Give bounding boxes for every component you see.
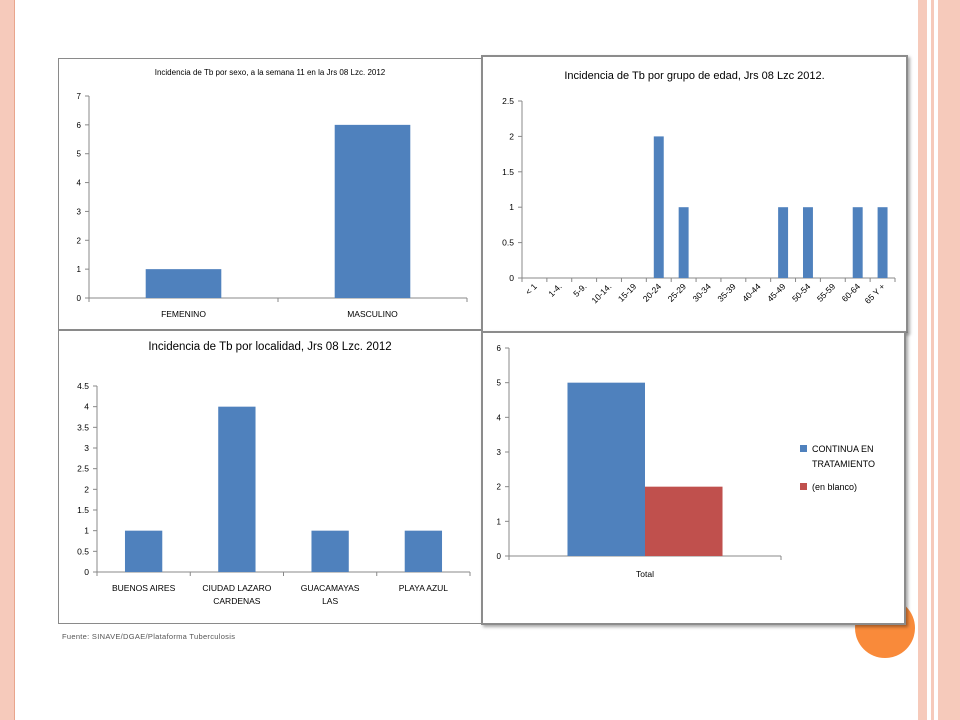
bar [145,269,222,298]
y-tick-label: 0.5 [502,238,514,248]
bar [311,530,349,572]
x-category-label: < 1 [523,281,539,297]
x-category-label: BUENOS AIRES [112,583,176,593]
y-tick-label: 3.5 [77,422,89,432]
y-tick-label: 0 [509,273,514,283]
y-tick-label: 2 [497,483,502,492]
legend-label: CONTINUA EN [812,444,874,454]
x-category-label: 40-44 [740,281,763,304]
x-category-label: 15-19 [616,281,639,304]
x-category-label: PLAYA AZUL [399,583,449,593]
bar-continua-en-tratamiento [567,382,645,556]
chart-title: Incidencia de Tb por sexo, a la semana 1… [155,68,386,77]
chart-panel-age: Incidencia de Tb por grupo de edad, Jrs … [481,55,908,333]
y-tick-label: 4 [77,179,82,188]
chart-panel-locality: Incidencia de Tb por localidad, Jrs 08 L… [58,330,482,624]
x-category-label: Total [636,569,654,579]
chart-locality: Incidencia de Tb por localidad, Jrs 08 L… [77,341,471,606]
x-category-label: 5-9. [571,281,588,298]
y-tick-label: 0 [497,552,502,561]
chart-title: Incidencia de Tb por grupo de edad, Jrs … [564,70,824,82]
y-tick-label: 5 [77,150,82,159]
x-category-label: 35-39 [715,281,738,304]
y-tick-label: 1.5 [502,167,514,177]
y-tick-label: 0 [77,294,82,303]
y-tick-label: 2 [84,484,89,494]
slide-border-right-outer [938,0,960,720]
chart-age-group: Incidencia de Tb por grupo de edad, Jrs … [502,70,896,306]
source-note: Fuente: SINAVE/DGAE/Plataforma Tuberculo… [62,632,236,641]
bar [852,207,863,278]
y-tick-label: 4.5 [77,381,89,391]
chart-panel-treatment: 0 1 2 3 4 5 6 Total CONTINUA EN TRATAMIENTO (en bl… [481,331,906,625]
bar [404,530,443,572]
y-tick-label: 0 [84,567,89,577]
chart-title: Incidencia de Tb por localidad, Jrs 08 L… [148,341,391,353]
bar [877,207,888,278]
x-category-label: 50-54 [790,281,813,304]
bar [802,207,813,278]
bar [653,136,664,278]
x-category-label: 60-64 [840,281,863,304]
legend-label: TRATAMIENTO [812,459,875,469]
x-category-label: 10-14. [589,281,613,305]
y-tick-label: 4 [84,402,89,412]
bar [678,207,689,278]
y-tick-label: 3 [497,448,502,457]
y-tick-label: 6 [77,121,82,130]
bar [124,530,163,572]
y-tick-label: 4 [497,413,502,422]
y-tick-label: 2.5 [502,96,514,106]
x-category-label: CARDENAS [213,596,261,606]
y-tick-label: 1 [509,202,514,212]
x-category-label: 1-4. [546,281,563,298]
chart-panel-sex: Incidencia de Tb por sexo, a la semana 1… [58,58,482,330]
y-tick-label: 7 [77,92,82,101]
y-tick-label: 1 [77,265,82,274]
y-tick-label: 6 [497,344,502,353]
y-tick-label: 0.5 [77,546,89,556]
bar [218,406,256,572]
bar [334,124,411,298]
y-tick-label: 2 [77,236,82,245]
slide-border-right-line [931,0,934,720]
chart-treatment: 0 1 2 3 4 5 6 Total CONTINUA EN TRATAMIENTO (en bl… [497,344,875,579]
y-tick-label: 2.5 [77,464,89,474]
chart-sex: Incidencia de Tb por sexo, a la semana 1… [77,68,468,319]
legend-swatch [800,483,807,490]
legend-label: (en blanco) [812,482,857,492]
x-category-label: 45-49 [765,281,788,304]
y-tick-label: 2 [509,131,514,141]
bar-en-blanco [645,486,723,556]
x-category-label: FEMENINO [161,309,206,319]
x-category-label: GUACAMAYAS [301,583,360,593]
x-category-label: 65 Y + [863,281,887,305]
legend-swatch [800,445,807,452]
x-category-label: CIUDAD LAZARO [202,583,271,593]
slide-border-right-inner [918,0,927,720]
y-tick-label: 1 [84,526,89,536]
x-category-label: MASCULINO [347,309,398,319]
y-tick-label: 1.5 [77,505,89,515]
y-tick-label: 3 [77,207,82,216]
x-category-label: 25-29 [666,281,689,304]
x-category-label: LAS [322,596,338,606]
y-tick-label: 1 [497,517,502,526]
y-tick-label: 5 [497,379,502,388]
bar [778,207,789,278]
x-category-label: 30-34 [690,281,713,304]
x-category-label: 20-24 [641,281,664,304]
slide-border-left [0,0,15,720]
x-category-label: 55-59 [815,281,838,304]
y-tick-label: 3 [84,443,89,453]
